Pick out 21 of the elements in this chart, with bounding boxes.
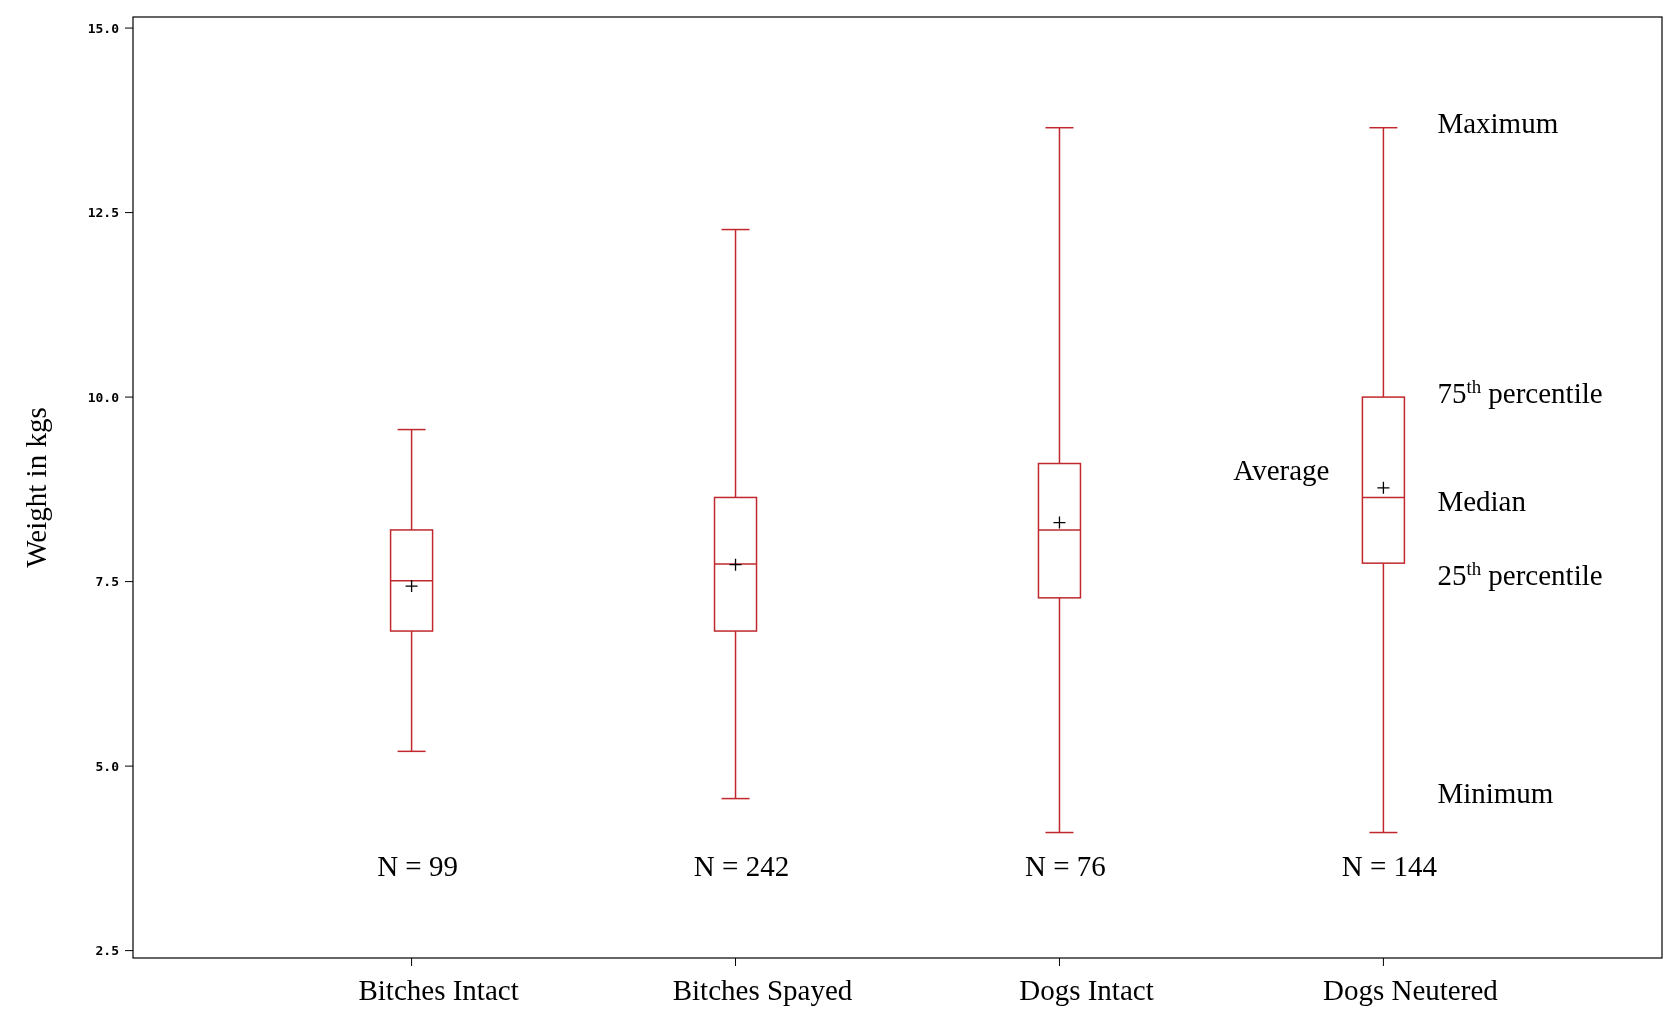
annotation: N = 76 [1025,850,1106,882]
x-tick-label: Bitches Spayed [672,974,853,1006]
annotation: 75$^{th}$ percentile [1437,375,1603,410]
annotation: 25$^{th}$ percentile [1437,557,1603,592]
annotation: Maximum [1437,106,1559,139]
annotation: N = 242 [693,850,790,882]
x-tick-label: Bitches Intact [358,974,519,1006]
y-tick-label: 10.0 [87,389,120,405]
annotation: Minimum [1437,776,1554,809]
annotation: N = 144 [1341,850,1438,882]
annotation: Median [1437,484,1527,517]
annotation: N = 99 [377,850,458,882]
x-tick-label: Dogs Neutered [1323,974,1499,1006]
y-tick-label: 2.5 [95,943,119,959]
y-axis-title: Weight in kgs [20,407,52,568]
annotation: Average [1233,454,1330,487]
y-tick-label: 7.5 [95,574,119,590]
y-tick-label: 12.5 [87,205,119,221]
x-tick-label: Dogs Intact [1019,974,1154,1006]
y-tick-label: 5.0 [95,758,120,774]
y-tick-label: 15.0 [87,20,120,36]
